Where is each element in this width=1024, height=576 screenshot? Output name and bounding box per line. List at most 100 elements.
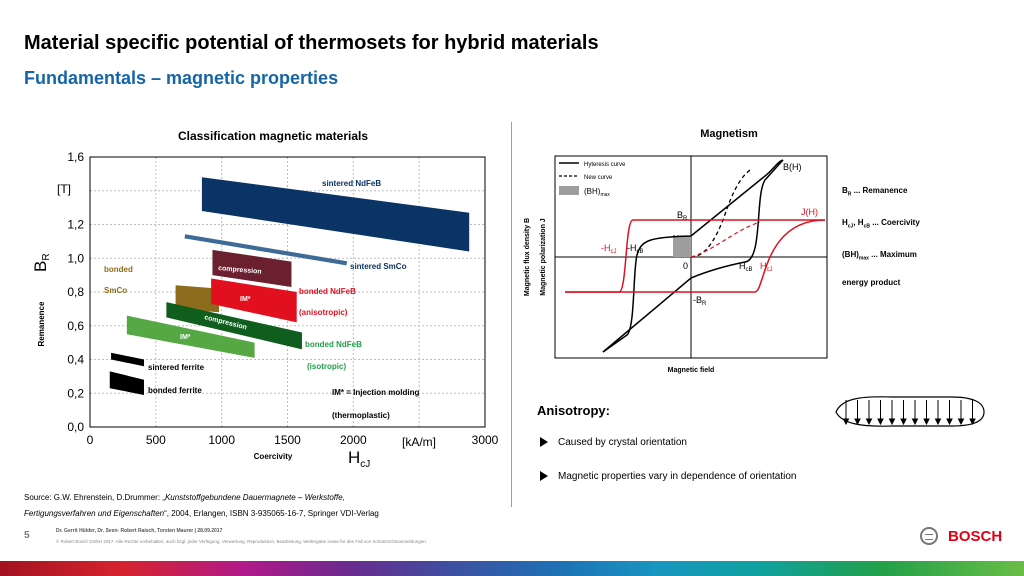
region-sintered-ndfeb [201,177,470,252]
label-zero: 0 [683,261,688,271]
field-arrow-head [854,418,861,426]
legend-bhmax: (BH)max [584,187,610,198]
field-arrow-head [888,418,896,426]
label-im-1: IM* [240,296,251,303]
label-jh: J(H) [801,207,818,217]
magnetic-field-label: Magnetic field [668,367,715,374]
field-arrow-head [911,418,919,426]
bullet-arrow-icon [540,471,548,482]
label-bonded-ndfeb-2: bonded NdFeB [305,340,362,349]
field-arrow-head [934,418,942,426]
bosch-logo-icon [920,527,938,545]
def-remanence: BR ... Remanence [842,186,908,198]
field-arrow-head [923,418,930,426]
label-im-note: IM* = Injection molding [332,388,419,397]
def-bhmax: (BH)max ... Maximum [842,250,917,262]
new-curve-red [690,221,761,258]
x-tick-label: 1000 [208,433,235,447]
anisotropy-title: Anisotropy: [537,403,610,418]
field-arrow-head [877,418,884,426]
x-axis-symbol: HcJ [348,448,370,470]
label-sintered-ndfeb: sintered NdFeB [322,179,381,188]
b-curve-return [602,159,784,353]
b-curve [602,159,784,353]
polarization-label: Magnetic polarization J [540,218,547,296]
field-arrow-head [842,418,850,426]
region-compression [212,249,292,287]
footer-authors: Dr. Gerrit Hülder, Dr. Sven- Robert Rais… [56,528,223,534]
def-bhmax-line2: energy product [842,278,901,287]
magnetism-title: Magnetism [700,128,758,140]
y-tick-label: 1,2 [67,218,84,232]
chart-title: Classification magnetic materials [178,129,368,143]
magnetism-chart: Magnetism Hyteresis curve New curve (BH)… [524,128,828,374]
region-bonded-ferrite [109,371,144,395]
def-coercivity: HcJ, HcB ... Coercivity [842,218,920,230]
label-bh: B(H) [783,162,802,172]
label-bonded: bonded [104,265,133,274]
color-stripe [0,561,1024,576]
bullet-2: Magnetic properties vary in dependence o… [540,471,796,482]
label-neg-hcj: -HcJ [601,243,617,255]
label-compression-1: compression [218,265,262,276]
region-bonded-smco [175,285,220,313]
x-tick-label: 2000 [340,433,367,447]
label-im-2: IM* [180,334,191,341]
x-tick-label: 1500 [274,433,301,447]
flux-density-label: Magnetic flux density B [524,218,531,296]
plot-frame [89,156,486,428]
classification-chart: Classification magnetic materials 0 500 10… [31,129,499,470]
label-thermoplastic: (thermoplastic) [332,411,390,420]
y-tick-label: 0,0 [67,420,84,434]
label-anisotropic: (anisotropic) [299,308,348,317]
bullet-arrow-icon [540,437,548,448]
x-tick-label: 500 [146,433,166,447]
anisotropy-magnet-icon [835,396,985,427]
label-hcj: HcJ [760,261,773,273]
label-br: BR [677,210,688,222]
legend-new-curve: New curve [584,175,613,181]
field-arrow-head [900,418,907,426]
slide-subtitle: Fundamentals – magnetic properties [24,68,339,88]
x-unit: [kA/m] [402,435,436,449]
field-arrow-head [946,418,953,426]
region-im- [126,315,255,358]
bh-max-area [673,236,691,257]
page-number: 5 [24,530,30,541]
source-citation: Source: G.W. Ehrenstein, D.Drummer: „Kun… [24,493,379,518]
field-arrow-head [969,418,976,426]
label-smco: SmCo [104,286,127,295]
x-tick-label: 3000 [472,433,499,447]
new-curve [690,169,751,258]
brand-logo: BOSCH [948,528,1003,545]
legend-bh-swatch [559,186,579,195]
y-tick-label: 0,2 [67,386,84,400]
label-bonded-ndfeb: bonded NdFeB [299,287,356,296]
field-arrow-head [865,418,873,426]
y-tick-label: 1,6 [67,150,84,164]
footer-copyright: © Robert Bosch GmbH 2017. Alle Rechte vo… [56,539,427,544]
label-neg-hcb: -HcB [627,243,644,255]
label-neg-br: -BR [693,295,707,307]
x-tick-label: 0 [87,433,94,447]
field-arrow-head [957,418,965,426]
slide-title: Material specific potential of thermoset… [24,32,599,54]
y-tick-label: 0,4 [67,353,84,367]
j-curve [565,219,825,293]
label-sintered-smco: sintered SmCo [350,262,407,271]
label-bonded-ferrite: bonded ferrite [148,386,202,395]
legend-hysteresis: Hyteresis curve [584,162,626,168]
label-hcb: HcB [739,261,753,273]
y-axis-symbol: BR [31,253,52,272]
y-tick-label: 0,6 [67,319,84,333]
y-tick-label: 1,0 [67,251,84,265]
j-curve-return [565,219,826,293]
label-sintered-ferrite: sintered ferrite [148,363,205,372]
y-tick-label: 0,8 [67,285,84,299]
region-im- [211,278,297,323]
region-sintered-smco [184,234,348,266]
region-compression [166,302,302,350]
region-sintered-ferrite [111,352,144,367]
divider [511,122,512,507]
y-unit: [T] [57,182,71,196]
